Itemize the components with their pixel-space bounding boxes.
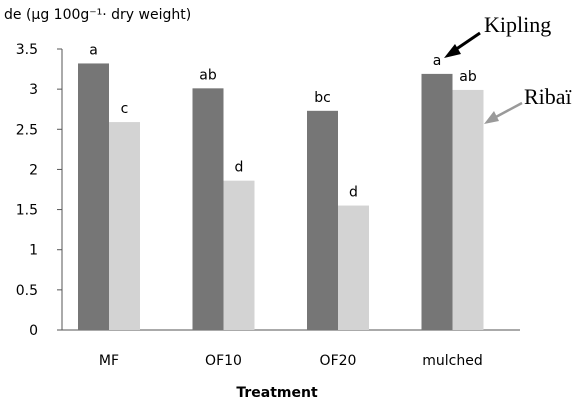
x-tick-label: OF20 xyxy=(320,353,357,369)
y-axis-ticks: 0 0.5 1 1.5 2 2.5 3 3.5 xyxy=(16,42,62,339)
bar-kipling-mulched xyxy=(421,73,453,330)
y-axis-label: de (µg 100g⁻¹· dry weight) xyxy=(4,7,191,23)
x-axis-tick-labels: MF OF10 OF20 mulched xyxy=(99,353,483,369)
x-tick-label: MF xyxy=(99,353,119,369)
legend-label-kipling: Kipling xyxy=(484,12,551,37)
significance-letter: ab xyxy=(459,69,477,85)
bar-riba-mf xyxy=(109,122,140,330)
significance-letters: a c ab d bc d a ab xyxy=(89,42,477,200)
bar-riba-mulched xyxy=(452,89,484,331)
y-tick-label: 1.5 xyxy=(16,203,38,219)
significance-letter: a xyxy=(89,42,98,58)
legend-arrow-ribai xyxy=(484,101,523,124)
y-tick-label: 2 xyxy=(29,162,38,178)
x-tick-label: mulched xyxy=(422,353,482,369)
y-tick-label: 0 xyxy=(29,323,38,339)
significance-letter: a xyxy=(433,53,442,69)
y-tick-label: 1 xyxy=(29,243,38,259)
bar-kipling-of10 xyxy=(192,88,224,330)
y-tick-label: 3 xyxy=(29,82,38,98)
y-tick-label: 0.5 xyxy=(16,283,38,299)
bar-kipling-of20 xyxy=(307,110,338,330)
legend-label-ribai: Ribaï xyxy=(524,84,572,109)
significance-letter: c xyxy=(121,101,129,117)
significance-letter: bc xyxy=(314,90,331,106)
bar-riba-of10 xyxy=(223,180,255,330)
bar-riba-of20 xyxy=(338,205,369,330)
y-tick-label: 2.5 xyxy=(16,122,38,138)
significance-letter: d xyxy=(235,160,244,176)
y-tick-label: 3.5 xyxy=(16,42,38,58)
significance-letter: ab xyxy=(199,67,217,83)
x-axis-label: Treatment xyxy=(236,385,318,400)
significance-letter: d xyxy=(349,185,358,201)
bars xyxy=(78,63,484,331)
bar-kipling-mf xyxy=(78,63,109,331)
legend-arrow-kipling xyxy=(444,31,481,58)
x-tick-label: OF10 xyxy=(205,353,242,369)
